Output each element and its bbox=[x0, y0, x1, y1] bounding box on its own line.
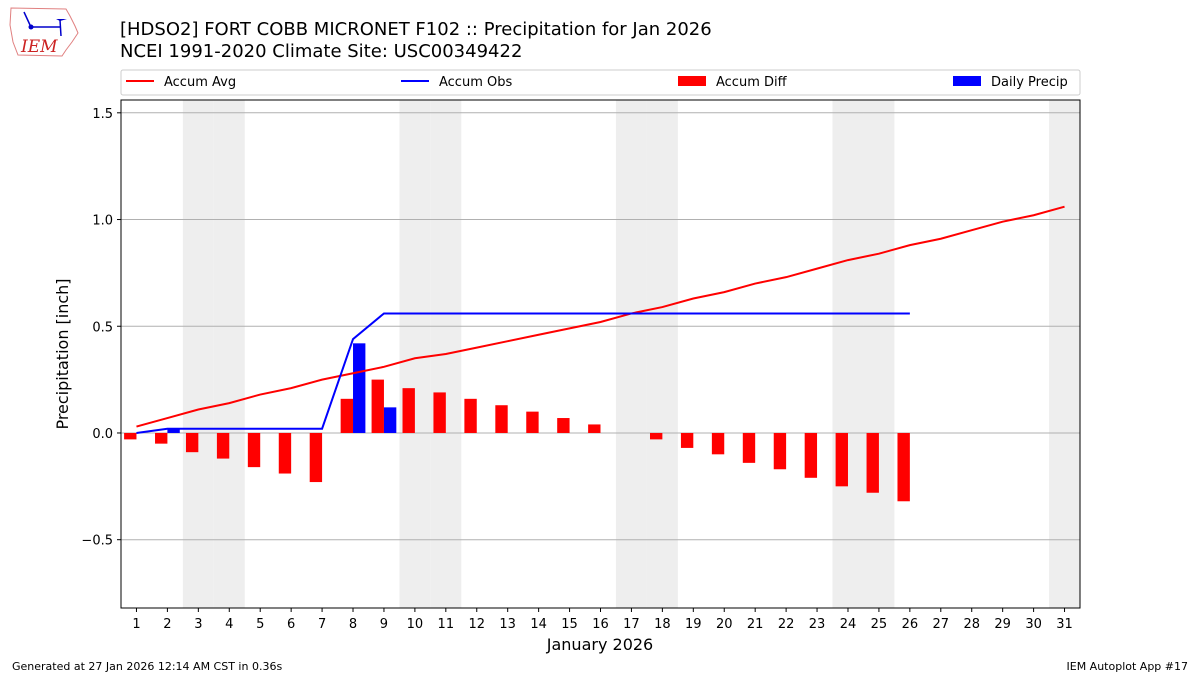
accum-diff-bar bbox=[402, 388, 415, 433]
x-tick-label: 12 bbox=[468, 617, 485, 632]
accum-diff-bar bbox=[649, 432, 663, 440]
accum-diff-bar bbox=[742, 432, 756, 463]
x-tick-label: 13 bbox=[499, 617, 516, 632]
daily-precip-bar bbox=[167, 428, 180, 433]
accum-diff-bar bbox=[866, 432, 879, 493]
accum-diff-bar bbox=[371, 379, 384, 433]
accum-diff-bar bbox=[433, 392, 446, 433]
weekend-shade bbox=[832, 100, 864, 608]
x-tick-label: 24 bbox=[840, 617, 857, 632]
x-tick-label: 26 bbox=[902, 617, 919, 632]
x-tick-label: 6 bbox=[287, 617, 295, 632]
x-tick-label: 25 bbox=[871, 617, 888, 632]
x-tick-label: 30 bbox=[1025, 617, 1042, 632]
x-tick-label: 27 bbox=[933, 617, 950, 632]
daily-precip-bar bbox=[383, 407, 397, 433]
x-tick-label: 8 bbox=[349, 617, 357, 632]
weekend-shade bbox=[615, 100, 647, 608]
accum-diff-bar bbox=[185, 432, 199, 453]
accum-diff-bar bbox=[495, 405, 508, 433]
weekend-shade bbox=[399, 100, 431, 608]
chart-subtitle: NCEI 1991-2020 Climate Site: USC00349422 bbox=[120, 41, 522, 62]
weekend-shade bbox=[1049, 100, 1080, 608]
accum-diff-bar bbox=[897, 432, 910, 502]
weekend-shade bbox=[213, 100, 245, 608]
accum-diff-bar bbox=[588, 424, 601, 433]
x-tick-label: 10 bbox=[407, 617, 424, 632]
x-tick-label: 22 bbox=[778, 617, 795, 632]
x-tick-label: 15 bbox=[561, 617, 578, 632]
x-tick-label: 29 bbox=[994, 617, 1011, 632]
weekend-shade bbox=[646, 100, 678, 608]
y-tick-label: 0.5 bbox=[92, 320, 113, 335]
accum-diff-bar bbox=[680, 432, 694, 448]
chart-title: [HDSO2] FORT COBB MICRONET F102 :: Preci… bbox=[120, 19, 712, 40]
y-tick-label: 0.0 bbox=[92, 427, 113, 442]
accum-diff-bar bbox=[557, 418, 570, 433]
accum-avg-line bbox=[136, 205, 1065, 428]
plot-frame bbox=[120, 99, 1081, 609]
accum-diff-bar bbox=[247, 432, 261, 468]
accum-diff-bar bbox=[155, 432, 168, 444]
x-tick-label: 1 bbox=[132, 617, 140, 632]
y-tick-label: 1.0 bbox=[92, 214, 113, 229]
x-tick-label: 14 bbox=[530, 617, 547, 632]
accum-diff-bar bbox=[835, 432, 848, 487]
x-tick-label: 9 bbox=[380, 617, 388, 632]
footer-generated: Generated at 27 Jan 2026 12:14 AM CST in… bbox=[12, 660, 282, 673]
x-tick-label: 20 bbox=[716, 617, 733, 632]
accum-diff-bar bbox=[216, 432, 230, 459]
weekend-shade bbox=[863, 100, 895, 608]
y-axis-label: Precipitation [inch] bbox=[53, 278, 72, 429]
x-tick-label: 18 bbox=[654, 617, 671, 632]
x-tick-label: 7 bbox=[318, 617, 326, 632]
legend-daily-precip-swatch bbox=[953, 76, 981, 86]
daily-precip-bar bbox=[353, 343, 366, 433]
accum-diff-bar bbox=[804, 432, 818, 478]
legend-accum-diff-swatch bbox=[678, 76, 706, 86]
x-tick-label: 11 bbox=[438, 617, 455, 632]
y-tick-label: −0.5 bbox=[81, 534, 113, 549]
plot-area: −0.50.00.51.01.51 2 3 4 5 6 7 8 9 10 11 12 13 14 15 16 1… bbox=[81, 99, 1081, 632]
x-axis-label: January 2026 bbox=[546, 635, 653, 654]
weekend-shade bbox=[182, 100, 214, 608]
accum-diff-bar bbox=[340, 398, 354, 433]
accum-diff-bar bbox=[773, 432, 787, 470]
x-tick-label: 28 bbox=[963, 617, 980, 632]
legend-daily-precip: Daily Precip bbox=[991, 75, 1068, 90]
accum-diff-bar bbox=[278, 432, 292, 474]
x-tick-label: 4 bbox=[225, 617, 233, 632]
x-tick-label: 3 bbox=[194, 617, 202, 632]
footer-app: IEM Autoplot App #17 bbox=[1067, 660, 1189, 673]
x-tick-label: 19 bbox=[685, 617, 702, 632]
x-tick-label: 31 bbox=[1056, 617, 1073, 632]
iem-logo: IEM bbox=[9, 7, 79, 57]
x-tick-label: 2 bbox=[163, 617, 171, 632]
accum-diff-bar bbox=[309, 432, 323, 483]
legend-accum-diff: Accum Diff bbox=[716, 75, 788, 90]
accum-diff-bar bbox=[526, 411, 539, 433]
x-tick-label: 21 bbox=[747, 617, 764, 632]
accum-diff-bar bbox=[124, 432, 137, 440]
legend: Accum Avg Accum Obs Accum Diff Daily Pre… bbox=[120, 69, 1081, 96]
y-tick-label: 1.5 bbox=[92, 107, 113, 122]
accum-diff-bar bbox=[711, 432, 725, 455]
accum-obs-line bbox=[136, 312, 910, 434]
logo-text: IEM bbox=[20, 37, 58, 57]
x-tick-label: 5 bbox=[256, 617, 264, 632]
x-tick-label: 16 bbox=[592, 617, 609, 632]
x-tick-label: 23 bbox=[809, 617, 826, 632]
legend-accum-avg: Accum Avg bbox=[164, 75, 236, 90]
x-tick-label: 17 bbox=[623, 617, 640, 632]
legend-accum-obs: Accum Obs bbox=[439, 75, 512, 90]
accum-diff-bar bbox=[464, 398, 477, 433]
